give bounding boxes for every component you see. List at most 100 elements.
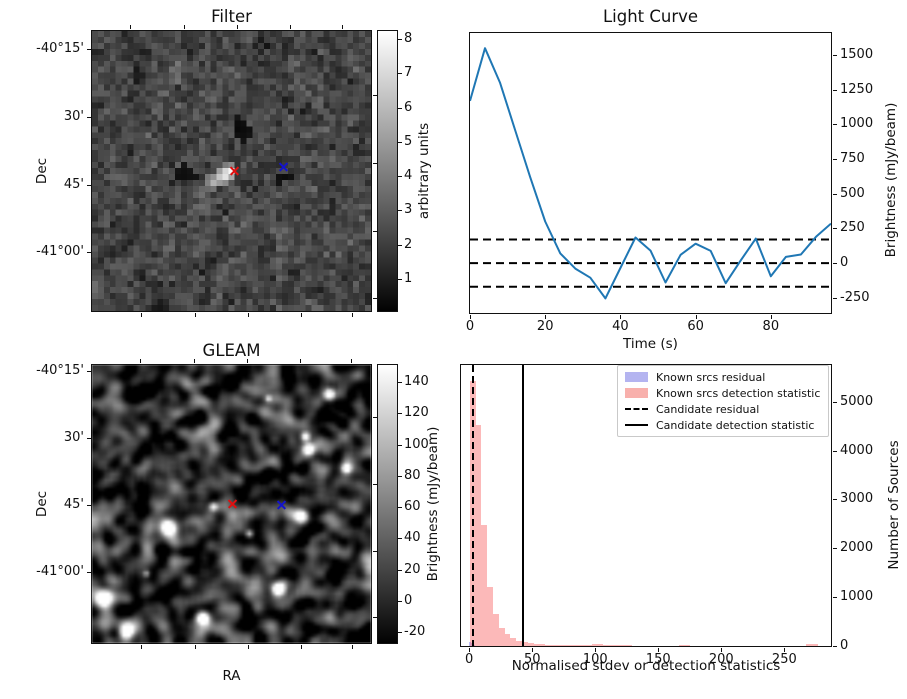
axis-tick — [398, 210, 402, 212]
axis-tick — [373, 163, 377, 164]
histogram-bars-area — [461, 365, 831, 646]
hist-bar-detection — [806, 644, 812, 646]
axis-tick — [398, 600, 402, 602]
lightcurve-line — [470, 47, 831, 300]
colorbar-tick-label: 20 — [404, 561, 421, 577]
hist-bar-detection — [580, 645, 586, 646]
axis-tick — [833, 228, 837, 230]
colorbar-tick-label: 1 — [404, 271, 413, 287]
hist-bar-detection — [551, 644, 557, 646]
axis-tick — [301, 313, 302, 317]
colorbar-tick-label: -20 — [404, 624, 426, 640]
lc-y-tick-label: 1500 — [840, 47, 874, 63]
axis-tick — [833, 124, 837, 126]
axis-tick — [373, 484, 377, 485]
lightcurve-panel — [469, 32, 832, 314]
colorbar-tick-label: 40 — [404, 530, 421, 546]
axis-tick — [195, 313, 196, 317]
hist-bar-detection — [603, 644, 609, 646]
axis-tick — [721, 648, 723, 652]
hist-y-tick-label: 3000 — [840, 491, 874, 507]
axis-tick — [545, 315, 547, 319]
axis-tick — [784, 648, 786, 652]
gleam-colorbar — [377, 364, 398, 644]
axis-tick — [833, 263, 837, 265]
axis-tick — [87, 252, 91, 253]
axis-tick — [398, 569, 402, 571]
axis-tick — [87, 117, 91, 118]
lc-y-tick-label: -250 — [840, 289, 870, 305]
lightcurve-title: Light Curve — [602, 7, 699, 26]
legend-label: Candidate residual — [656, 402, 760, 416]
filter-image-panel — [91, 30, 372, 312]
dec-tick-label: 45' — [63, 497, 84, 512]
histogram-legend: Known srcs residual Known srcs detection… — [617, 365, 829, 437]
colorbar-tick-label: 80 — [404, 467, 421, 483]
axis-tick — [373, 95, 377, 96]
axis-tick — [833, 646, 837, 647]
colorbar-tick-label: 3 — [404, 202, 413, 218]
hist-bar-detection — [504, 634, 511, 646]
hist-bar-detection — [493, 614, 499, 646]
axis-tick — [620, 315, 622, 319]
axis-tick — [87, 505, 91, 506]
axis-tick — [398, 73, 402, 75]
axis-tick — [351, 359, 352, 363]
hist-bar-detection — [539, 644, 546, 646]
lc-y-tick-label: 750 — [840, 151, 865, 167]
axis-tick — [398, 413, 402, 415]
lightcurve-ylabel: Brightness (mJy/beam) — [883, 102, 899, 258]
hist-bar-detection — [678, 645, 685, 646]
axis-tick — [87, 371, 91, 372]
hist-bar-detection — [498, 628, 505, 646]
axis-tick — [833, 193, 837, 195]
axis-tick — [87, 49, 91, 50]
lightcurve-xlabel: Time (s) — [623, 336, 678, 352]
axis-tick — [373, 551, 377, 552]
axis-tick — [833, 89, 837, 91]
histogram-xlabel: Normalised stdev or detection statistics — [511, 658, 781, 674]
axis-tick — [833, 548, 837, 550]
candidate-x-marker — [227, 499, 238, 510]
gleam-xlabel: RA — [222, 668, 241, 684]
axis-tick — [247, 359, 248, 363]
axis-tick — [532, 648, 534, 652]
hist-bar-residual — [469, 641, 472, 646]
lc-y-tick-label: 1250 — [840, 81, 874, 97]
colorbar-tick-label: 6 — [404, 99, 413, 115]
hist-y-tick-label: 1000 — [840, 589, 874, 605]
axis-tick — [248, 313, 249, 317]
legend-row: Candidate residual — [625, 402, 821, 416]
lc-x-tick-label: 80 — [762, 319, 780, 334]
colorbar-tick-label: 120 — [404, 405, 429, 421]
filter-colorbar — [377, 30, 398, 312]
gleam-image-panel — [91, 364, 372, 644]
lightcurve-plot — [470, 47, 831, 300]
hist-x-tick-label: 250 — [771, 652, 797, 667]
axis-tick — [301, 645, 302, 649]
legend-row: Candidate detection statistic — [625, 418, 821, 432]
axis-tick — [141, 645, 142, 649]
lc-y-tick-label: 250 — [840, 220, 865, 236]
legend-row: Known srcs detection statistic — [625, 387, 821, 400]
axis-tick — [373, 617, 377, 618]
axis-tick — [833, 401, 837, 403]
axis-tick — [87, 572, 91, 573]
dec-tick-label: -41°00' — [36, 564, 84, 579]
lc-y-tick-label: 500 — [840, 185, 865, 201]
hist-x-tick-label: 150 — [645, 652, 671, 667]
axis-tick — [290, 25, 291, 29]
axis-tick — [248, 645, 249, 649]
colorbar-tick-label: 5 — [404, 133, 413, 149]
lc-x-tick-label: 20 — [536, 319, 554, 334]
axis-tick — [595, 648, 597, 652]
lc-y-tick-label: 1000 — [840, 116, 874, 132]
candidate-x-marker — [229, 166, 240, 177]
axis-tick — [833, 499, 837, 501]
candidate-detection-vline — [521, 365, 524, 646]
axis-tick — [469, 648, 471, 652]
hist-bar-detection — [522, 642, 528, 646]
axis-tick — [194, 359, 195, 363]
legend-label: Candidate detection statistic — [656, 418, 815, 432]
